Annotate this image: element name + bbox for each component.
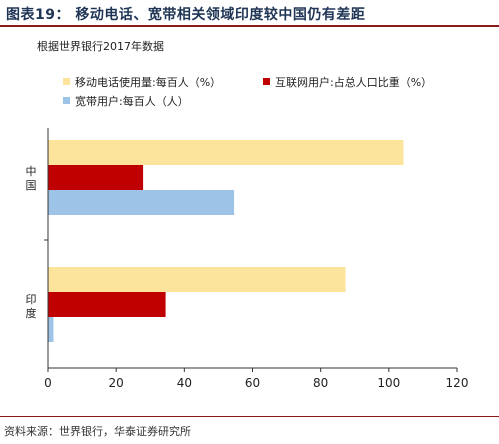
source-note: 资料来源：世界银行，华泰证券研究所 (4, 425, 191, 438)
x-tick-label-4: 80 (313, 376, 328, 390)
x-tick-label-1: 20 (109, 376, 124, 390)
x-tick-label-6: 120 (446, 376, 469, 390)
x-tick-label-5: 100 (377, 376, 400, 390)
legend-swatch-1 (263, 78, 270, 85)
source-divider (0, 416, 499, 417)
legend-label-2: 宽带用户:每百人（人） (75, 94, 189, 108)
x-tick-label-2: 40 (177, 376, 192, 390)
bar-0-0 (48, 140, 404, 165)
bar-2-1 (48, 317, 54, 342)
bar-1-0 (48, 165, 144, 190)
figure-title: 图表19： 移动电话、宽带相关领域印度较中国仍有差距 (6, 7, 366, 23)
title-divider (0, 25, 499, 27)
legend-swatch-2 (63, 97, 70, 104)
x-tick-label-0: 0 (44, 376, 52, 390)
chart-subtitle: 根据世界银行2017年数据 (37, 39, 164, 53)
category-label-1: 印度 (26, 293, 37, 320)
category-label-0: 中国 (26, 165, 37, 192)
bar-1-1 (48, 292, 166, 317)
bar-0-1 (48, 267, 346, 292)
legend-swatch-0 (63, 78, 70, 85)
legend-label-0: 移动电话使用量:每百人（%） (75, 75, 221, 89)
bar-2-0 (48, 190, 235, 215)
legend-label-1: 互联网用户:占总人口比重（%） (275, 75, 432, 89)
x-tick-label-3: 60 (245, 376, 260, 390)
